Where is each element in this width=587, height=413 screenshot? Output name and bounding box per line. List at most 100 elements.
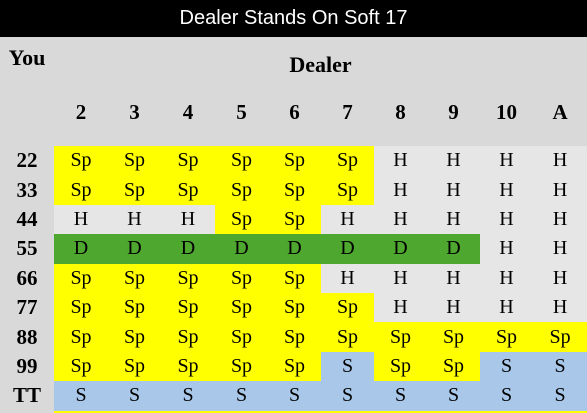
dealer-upcard: 7 <box>321 93 374 132</box>
action-cell: Sp <box>215 146 268 176</box>
action-cell: Sp <box>54 351 108 382</box>
action-cell: H <box>321 204 374 235</box>
action-cell: H <box>427 146 480 176</box>
action-cell: Sp <box>533 410 587 413</box>
action-cell: S <box>533 381 587 411</box>
action-cell: S <box>321 351 374 382</box>
action-cell: Sp <box>268 292 321 323</box>
action-cell: Sp <box>54 175 108 205</box>
action-cell: H <box>533 292 587 323</box>
hand-row: 33 Sp Sp Sp Sp Sp Sp H H H H <box>0 175 587 205</box>
action-cell: D <box>374 234 427 264</box>
hand-row: 88 Sp Sp Sp Sp Sp Sp Sp Sp Sp Sp <box>0 322 587 352</box>
action-cell: Sp <box>54 322 108 352</box>
action-cell: S <box>480 351 533 382</box>
action-cell: D <box>108 234 161 264</box>
action-cell: Sp <box>268 175 321 205</box>
action-cell: S <box>427 381 480 411</box>
action-cell: Sp <box>108 292 161 323</box>
action-cell: D <box>54 234 108 264</box>
action-cell: H <box>374 175 427 205</box>
action-cell: Sp <box>161 263 215 293</box>
action-cell: D <box>215 234 268 264</box>
action-cell: Sp <box>268 204 321 235</box>
strategy-grid: 22 Sp Sp Sp Sp Sp Sp H H H H 33 Sp Sp Sp Sp Sp Sp H H H H 44 H H… <box>0 146 587 413</box>
action-cell: Sp <box>161 146 215 176</box>
action-cell: Sp <box>374 322 427 352</box>
action-cell: H <box>161 204 215 235</box>
hand-label: 88 <box>0 322 54 352</box>
action-cell: Sp <box>161 175 215 205</box>
dealer-upcard: 8 <box>374 93 427 132</box>
action-cell: H <box>374 292 427 323</box>
action-cell: Sp <box>108 322 161 352</box>
action-cell: Sp <box>215 351 268 382</box>
action-cell: H <box>54 204 108 235</box>
action-cell: H <box>427 175 480 205</box>
action-cell: Sp <box>108 175 161 205</box>
action-cell: Sp <box>215 204 268 235</box>
action-cell: H <box>533 263 587 293</box>
action-cell: Sp <box>161 410 215 413</box>
action-cell: H <box>374 204 427 235</box>
hand-row: 77 Sp Sp Sp Sp Sp Sp H H H H <box>0 292 587 323</box>
action-cell: S <box>268 381 321 411</box>
dealer-upcard: 5 <box>215 93 268 132</box>
dealer-upcard: 3 <box>108 93 161 132</box>
action-cell: S <box>108 381 161 411</box>
action-cell: Sp <box>480 322 533 352</box>
dealer-upcard: 9 <box>427 93 480 132</box>
action-cell: Sp <box>108 263 161 293</box>
hand-row: 99 Sp Sp Sp Sp Sp S Sp Sp S S <box>0 351 587 382</box>
action-cell: Sp <box>108 146 161 176</box>
action-cell: Sp <box>321 410 374 413</box>
action-cell: Sp <box>533 322 587 352</box>
action-cell: Sp <box>54 263 108 293</box>
dealer-upcard-row: 2 3 4 5 6 7 8 9 10 A <box>0 93 587 132</box>
action-cell: Sp <box>54 292 108 323</box>
strategy-table: You Dealer 2 3 4 5 6 7 8 9 10 A 22 Sp Sp Sp Sp Sp Sp H H H… <box>0 37 587 413</box>
action-cell: Sp <box>161 351 215 382</box>
dealer-label: Dealer <box>54 37 587 94</box>
action-cell: D <box>161 234 215 264</box>
action-cell: H <box>480 292 533 323</box>
hand-label: 55 <box>0 234 54 264</box>
action-cell: Sp <box>268 410 321 413</box>
action-cell: S <box>215 381 268 411</box>
action-cell: H <box>480 175 533 205</box>
action-cell: Sp <box>321 146 374 176</box>
action-cell: Sp <box>268 351 321 382</box>
action-cell: Sp <box>215 175 268 205</box>
action-cell: H <box>480 234 533 264</box>
dealer-upcard: 6 <box>268 93 321 132</box>
hand-row: TT S S S S S S S S S S <box>0 381 587 411</box>
action-cell: Sp <box>321 322 374 352</box>
action-cell: Sp <box>215 322 268 352</box>
action-cell: S <box>161 381 215 411</box>
action-cell: Sp <box>54 410 108 413</box>
action-cell: H <box>427 263 480 293</box>
action-cell: Sp <box>108 410 161 413</box>
dealer-upcard: 2 <box>54 93 108 132</box>
hand-label: 33 <box>0 175 54 205</box>
action-cell: Sp <box>215 410 268 413</box>
action-cell: H <box>533 175 587 205</box>
action-cell: S <box>54 381 108 411</box>
action-cell: S <box>480 381 533 411</box>
action-cell: Sp <box>480 410 533 413</box>
hand-label: 77 <box>0 292 54 323</box>
action-cell: Sp <box>374 351 427 382</box>
hand-label: 99 <box>0 351 54 382</box>
hand-label: 66 <box>0 263 54 293</box>
action-cell: H <box>108 204 161 235</box>
action-cell: Sp <box>321 175 374 205</box>
hand-label: 44 <box>0 204 54 235</box>
action-cell: Sp <box>321 292 374 323</box>
action-cell: H <box>427 204 480 235</box>
action-cell: H <box>374 263 427 293</box>
action-cell: Sp <box>268 322 321 352</box>
action-cell: Sp <box>268 263 321 293</box>
action-cell: Sp <box>374 410 427 413</box>
hand-row: 22 Sp Sp Sp Sp Sp Sp H H H H <box>0 146 587 176</box>
